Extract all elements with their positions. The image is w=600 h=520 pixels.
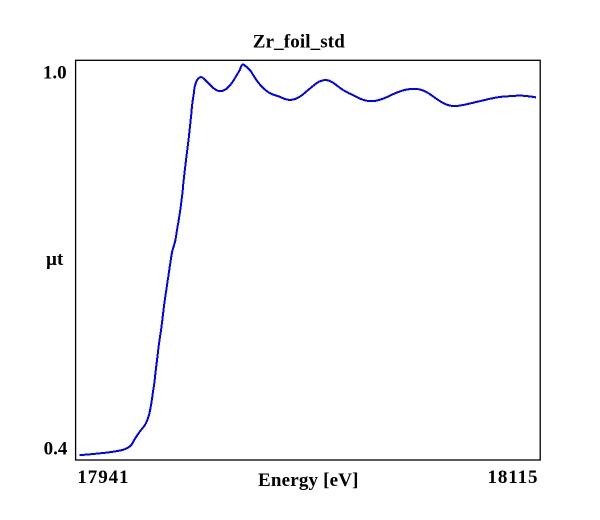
svg-text:18115: 18115 <box>488 467 539 488</box>
svg-text:µt: µt <box>46 249 64 270</box>
svg-text:Energy [eV]: Energy [eV] <box>258 470 359 491</box>
svg-text:0.4: 0.4 <box>44 439 68 460</box>
svg-text:Zr_foil_std: Zr_foil_std <box>253 32 345 53</box>
svg-text:17941: 17941 <box>77 467 129 488</box>
svg-text:1.0: 1.0 <box>43 62 67 83</box>
